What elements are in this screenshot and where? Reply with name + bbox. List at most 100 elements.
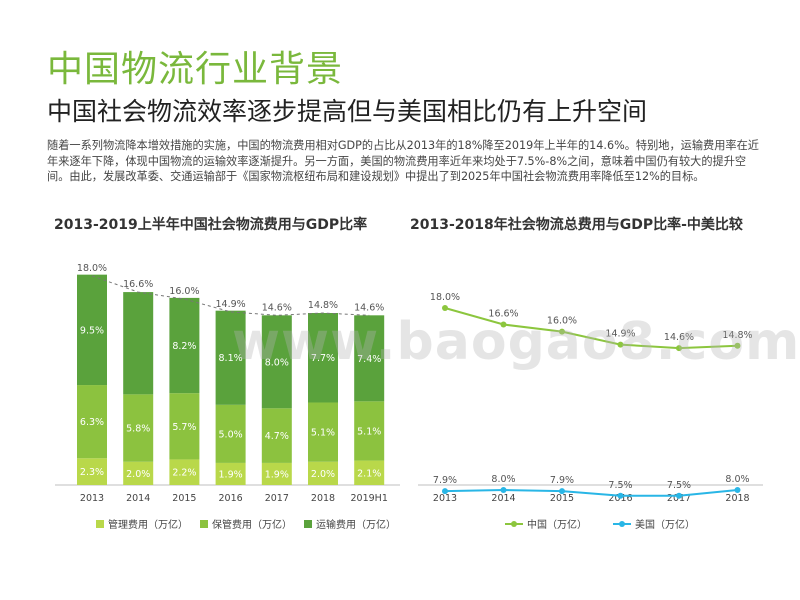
data-label: 14.8% bbox=[722, 330, 752, 341]
chart1-title: 2013-2019上半年中国社会物流费用与GDP比率 bbox=[54, 217, 368, 233]
chart1-legend: 管理费用（万亿） 保管费用（万亿） 运输费用（万亿） bbox=[96, 516, 396, 531]
data-label: 18.0% bbox=[430, 292, 460, 303]
x-tick-label: 2018 bbox=[725, 493, 749, 504]
data-point bbox=[734, 342, 741, 349]
data-point bbox=[442, 305, 448, 311]
data-label: 4.7% bbox=[265, 431, 289, 442]
total-label: 16.0% bbox=[169, 286, 199, 297]
x-tick-label: 2014 bbox=[126, 493, 150, 504]
data-label: 7.9% bbox=[550, 475, 574, 486]
bar-segment bbox=[261, 315, 292, 409]
bar-segment bbox=[169, 393, 200, 460]
bar-segment bbox=[215, 310, 246, 405]
x-tick-label: 2018 bbox=[311, 493, 335, 504]
legend-label-china: 中国（万亿） bbox=[527, 520, 587, 531]
data-label: 14.6% bbox=[664, 332, 694, 343]
data-label: 8.2% bbox=[172, 341, 196, 352]
data-label: 2.1% bbox=[357, 468, 381, 479]
data-point bbox=[734, 487, 741, 493]
body-paragraph: 随着一系列物流降本增效措施的实施，中国的物流费用相对GDP的占比从2013年的1… bbox=[47, 139, 759, 184]
data-point bbox=[676, 492, 682, 499]
x-tick-label: 2019H1 bbox=[351, 493, 388, 504]
legend-swatch-storage bbox=[200, 519, 208, 528]
data-point bbox=[442, 488, 448, 495]
bar-segment bbox=[354, 460, 385, 485]
total-label: 14.6% bbox=[262, 302, 292, 313]
bar-segment bbox=[123, 292, 154, 395]
data-label: 2.3% bbox=[80, 467, 104, 478]
total-label: 18.0% bbox=[77, 263, 107, 274]
trend-line bbox=[91, 275, 370, 316]
legend-item-usa: 美国（万亿） bbox=[613, 516, 695, 531]
data-point bbox=[617, 492, 624, 499]
legend-item-mgmt: 管理费用（万亿） bbox=[96, 516, 188, 531]
x-tick-label: 2015 bbox=[172, 493, 196, 504]
bar-segment bbox=[308, 313, 338, 403]
x-tick-label: 2017 bbox=[265, 493, 289, 504]
total-label: 16.6% bbox=[123, 279, 153, 290]
data-label: 8.0% bbox=[265, 357, 289, 368]
x-tick-label: 2014 bbox=[491, 493, 515, 504]
legend-label-storage: 保管费用（万亿） bbox=[212, 520, 292, 531]
bar-segment bbox=[215, 404, 246, 463]
data-label: 5.7% bbox=[172, 422, 196, 433]
legend-item-transport: 运输费用（万亿） bbox=[304, 516, 396, 531]
bar-segment bbox=[123, 461, 154, 485]
data-point bbox=[559, 488, 565, 495]
data-label: 9.5% bbox=[80, 325, 104, 336]
data-label: 7.7% bbox=[311, 353, 335, 364]
x-tick-label: 2016 bbox=[219, 493, 243, 504]
data-label: 16.6% bbox=[488, 309, 518, 320]
legend-line-usa bbox=[613, 520, 631, 527]
data-label: 5.8% bbox=[126, 424, 150, 435]
data-label: 5.1% bbox=[357, 426, 381, 437]
data-label: 7.5% bbox=[608, 480, 632, 491]
bar-segment bbox=[169, 459, 200, 485]
data-point bbox=[500, 321, 507, 328]
legend-label-transport: 运输费用（万亿） bbox=[316, 520, 396, 531]
usa-series-line bbox=[444, 488, 738, 497]
bar-segment bbox=[354, 401, 385, 461]
data-label: 6.3% bbox=[80, 417, 104, 428]
data-label: 5.1% bbox=[311, 428, 335, 439]
legend-label-usa: 美国（万亿） bbox=[635, 520, 695, 531]
x-tick-label: 2015 bbox=[550, 493, 574, 504]
data-label: 1.9% bbox=[265, 469, 289, 480]
page-title: 中国物流行业背景 bbox=[47, 49, 344, 90]
data-label: 2.0% bbox=[126, 469, 150, 480]
legend-item-china: 中国（万亿） bbox=[505, 516, 587, 531]
total-label: 14.9% bbox=[216, 299, 246, 310]
bar-segment bbox=[123, 394, 154, 462]
data-label: 8.0% bbox=[725, 474, 749, 485]
legend-item-storage: 保管费用（万亿） bbox=[200, 516, 292, 531]
data-label: 8.1% bbox=[219, 353, 243, 364]
bar-segment bbox=[77, 458, 107, 485]
bar-segment bbox=[169, 297, 200, 394]
data-label: 2.2% bbox=[172, 468, 196, 479]
data-label: 5.0% bbox=[219, 429, 243, 440]
china-series-line bbox=[444, 307, 738, 350]
bar-segment bbox=[77, 274, 107, 386]
legend-line-china bbox=[505, 520, 523, 527]
x-tick-label: 2013 bbox=[433, 493, 457, 504]
bar-segment bbox=[308, 402, 338, 462]
legend-swatch-mgmt bbox=[96, 519, 104, 528]
data-label: 14.9% bbox=[605, 329, 635, 340]
bar-segment bbox=[261, 462, 292, 485]
bar-segment bbox=[354, 315, 385, 402]
legend-label-mgmt: 管理费用（万亿） bbox=[108, 520, 188, 531]
data-point bbox=[676, 345, 682, 352]
data-label: 8.0% bbox=[491, 474, 515, 485]
data-label: 1.9% bbox=[219, 469, 243, 480]
stacked-bar-chart: 2.3% 6.3% 9.5% 18.0% 2013 2.0% 5.8% 16.6% 2014 2.… bbox=[55, 263, 400, 504]
line-chart: 20132014201520162017201818.0%16.6%16.0%1… bbox=[418, 292, 763, 504]
chart2-legend: 中国（万亿） 美国（万亿） bbox=[505, 516, 695, 531]
bar-segment bbox=[261, 408, 292, 463]
total-label: 14.8% bbox=[308, 300, 338, 311]
data-label: 2.0% bbox=[311, 469, 335, 480]
data-point bbox=[559, 328, 565, 335]
data-point bbox=[617, 341, 624, 348]
page-subtitle: 中国社会物流效率逐步提高但与美国相比仍有上升空间 bbox=[47, 97, 648, 126]
data-label: 7.9% bbox=[433, 475, 457, 486]
legend-swatch-transport bbox=[304, 519, 312, 528]
